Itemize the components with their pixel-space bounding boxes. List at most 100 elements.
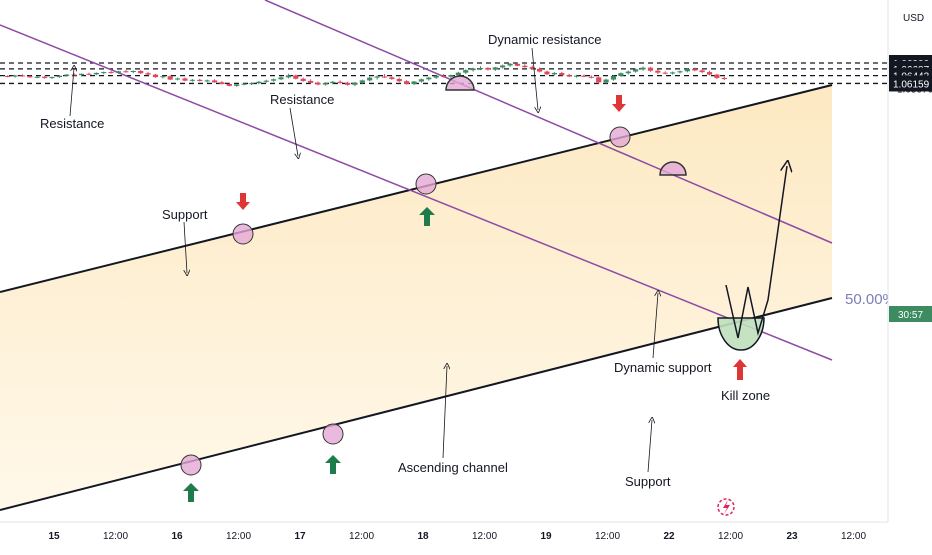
candle (507, 63, 513, 67)
candle (662, 71, 668, 75)
candle (352, 82, 358, 87)
candle (714, 73, 720, 80)
candle (219, 80, 225, 85)
candle (633, 68, 639, 73)
candle (514, 62, 521, 67)
signal-arrows (183, 95, 747, 502)
candle (315, 81, 321, 86)
candle (138, 70, 144, 75)
time-axis[interactable] (0, 522, 888, 550)
candle (485, 67, 491, 71)
candle (101, 71, 107, 75)
candle (670, 71, 676, 75)
touch-circle (609, 126, 631, 148)
label-ascending-channel: Ascending channel (398, 460, 508, 475)
time-tick-label: 17 (294, 531, 306, 542)
candle (470, 67, 476, 72)
label-resistance-right: Resistance (270, 92, 334, 107)
channel-upper-line[interactable] (0, 84, 833, 293)
candle (426, 76, 432, 81)
candle (706, 70, 713, 76)
currency-label: USD (903, 13, 924, 24)
green-up-arrow (183, 483, 199, 502)
candle (596, 76, 602, 84)
candle (448, 74, 454, 79)
candle (433, 74, 439, 80)
candle (108, 71, 114, 74)
time-tick-label: 23 (786, 531, 798, 542)
lightning-icon[interactable] (717, 498, 735, 516)
candle (359, 79, 365, 84)
candle (160, 75, 166, 79)
candles (5, 62, 727, 87)
candle (551, 72, 557, 76)
candle (477, 66, 484, 71)
candle (618, 72, 624, 77)
candle (677, 70, 683, 74)
time-tick-label: 12:00 (472, 531, 497, 542)
candle (308, 79, 314, 84)
time-ticks: 15 12:00 16 12:00 17 12:00 18 12:00 19 12:00 22 12:… (48, 531, 866, 542)
candle (42, 75, 48, 79)
label-kill-zone: Kill zone (721, 388, 770, 403)
candle (721, 76, 727, 81)
top-arc (659, 161, 687, 176)
touch-circle (415, 173, 437, 195)
candle (500, 64, 506, 69)
time-tick-label: 12:00 (718, 531, 743, 542)
candle (175, 77, 181, 81)
kill-zone-shape[interactable] (717, 317, 765, 351)
countdown-label: 30:57 (898, 310, 923, 321)
candle (49, 76, 55, 80)
green-up-arrow (419, 207, 435, 226)
candle (78, 73, 85, 76)
level-price-tags: 1.069001.066871.064431.06159 (889, 55, 932, 92)
candle (389, 76, 395, 80)
candle (248, 82, 255, 86)
candle (293, 74, 299, 80)
label-support-left: Support (162, 207, 208, 222)
candle (588, 75, 594, 79)
candle (300, 77, 306, 82)
candle (93, 72, 99, 76)
time-tick-label: 16 (171, 531, 183, 542)
candle (411, 80, 417, 86)
candle (529, 65, 535, 70)
candle (330, 80, 336, 85)
label-dynamic-support: Dynamic support (614, 360, 712, 375)
time-tick-label: 12:00 (841, 531, 866, 542)
candle (647, 66, 654, 72)
dynamic-support-line[interactable] (0, 24, 833, 361)
candle (492, 66, 498, 72)
candle (522, 64, 528, 68)
label-resistance-left: Resistance (40, 116, 104, 131)
candle (204, 79, 210, 83)
candle (566, 73, 572, 78)
candle (182, 77, 188, 82)
dynamic-resistance-line[interactable] (264, 0, 833, 244)
time-tick-label: 12:00 (226, 531, 251, 542)
touch-markers (180, 75, 687, 476)
candle (559, 71, 565, 76)
candle (544, 70, 550, 76)
candle (123, 69, 129, 73)
time-tick-label: 12:00 (595, 531, 620, 542)
candle (34, 75, 40, 79)
level-tag-label: 1.06159 (893, 79, 930, 90)
candle (64, 74, 70, 77)
candle (581, 74, 587, 78)
candle (145, 71, 151, 76)
touch-circle (232, 223, 254, 245)
green-up-arrow (325, 455, 341, 474)
time-tick-label: 15 (48, 531, 60, 542)
candle (625, 70, 631, 75)
candle (655, 69, 661, 74)
candle (86, 72, 92, 76)
channel-lower-line[interactable] (0, 297, 833, 511)
candle (256, 80, 262, 85)
candle (381, 74, 388, 78)
candle (167, 75, 173, 81)
candle (322, 82, 328, 86)
candle (404, 80, 410, 85)
